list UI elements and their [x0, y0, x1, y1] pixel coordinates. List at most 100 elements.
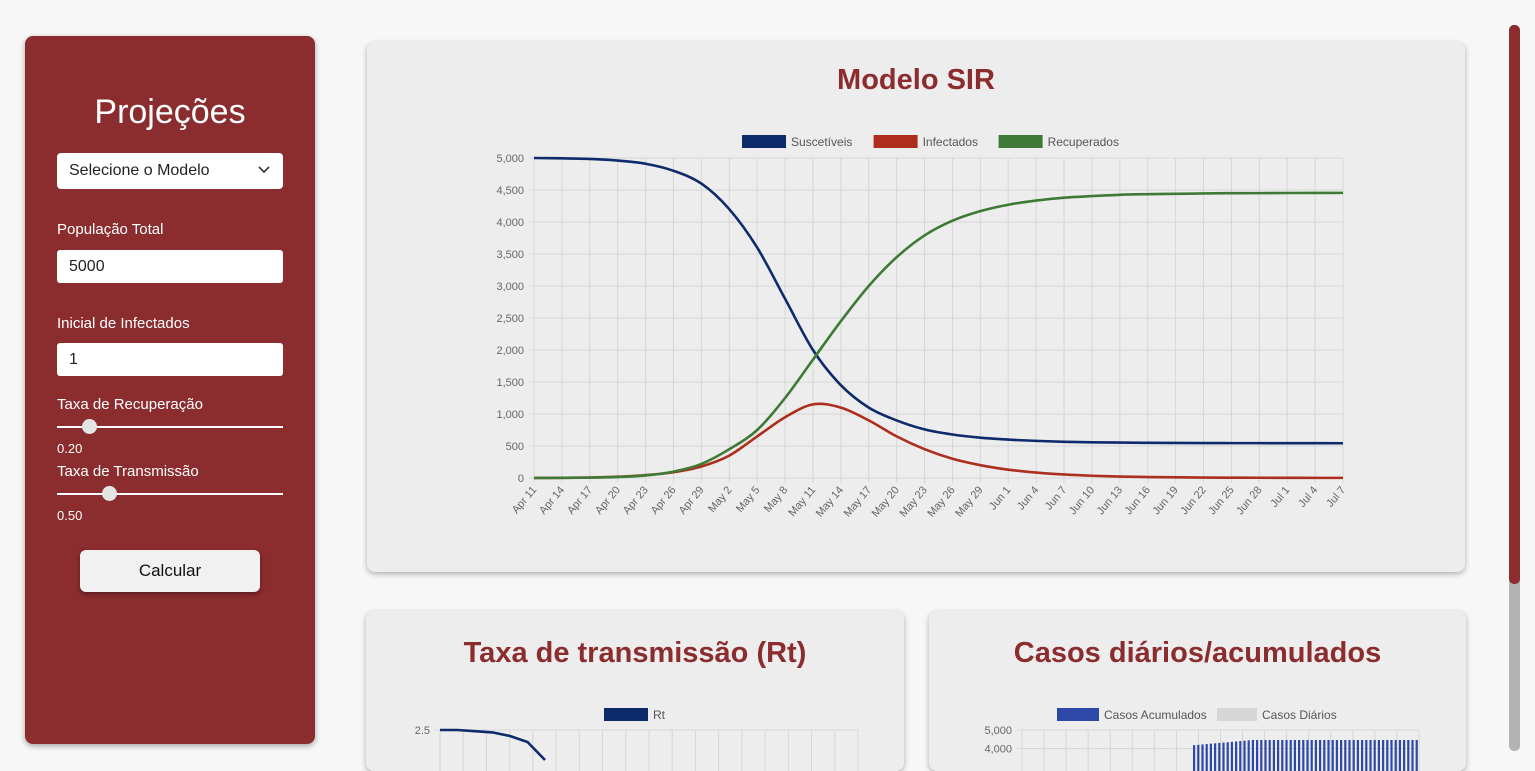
cases-bar: [1369, 739, 1372, 771]
sir-legend-1-swatch: [873, 135, 918, 148]
cases-bar: [1373, 739, 1376, 771]
cases-bar: [1314, 739, 1317, 771]
cases-bar: [1344, 739, 1347, 771]
sir-series-line-0: [533, 156, 1344, 445]
cases-chart: Casos Acumulados Casos Diários 5,000 4,000: [984, 708, 1420, 771]
scrollbar-thumb[interactable]: [1509, 25, 1520, 585]
cases-bar: [1340, 739, 1343, 771]
transmission-rate-slider[interactable]: [57, 486, 283, 502]
recovery-rate-value: 0.20: [57, 441, 83, 456]
cases-bar: [1247, 740, 1250, 771]
slider-thumb[interactable]: [101, 486, 117, 501]
sir-ytick: 3,000: [496, 281, 524, 293]
cases-legend-0-label: Casos Acumulados: [1104, 708, 1207, 722]
cases-bar: [1272, 739, 1275, 771]
rt-legend-swatch: [604, 708, 648, 721]
cases-chart-title: Casos diários/acumulados: [1013, 637, 1382, 669]
sir-xtick: Apr 11: [510, 484, 540, 516]
sir-xtick: Jun 13: [1095, 484, 1125, 517]
sir-xtick: May 26: [925, 484, 957, 519]
sir-xtick: May 5: [734, 484, 762, 515]
sir-xtick: Apr 29: [677, 484, 707, 517]
slider-track: [57, 426, 283, 428]
sir-ytick: 4,500: [496, 185, 524, 197]
rt-chart: Rt 2.5: [415, 708, 859, 771]
cases-bar: [1256, 739, 1259, 771]
initial-infected-input[interactable]: 1: [57, 343, 283, 376]
cases-bar: [1281, 739, 1284, 771]
sir-xtick: May 29: [953, 484, 985, 519]
sir-xtick: Jul 7: [1324, 484, 1348, 510]
sir-xtick: Jun 10: [1067, 484, 1097, 517]
sir-legend-0-swatch: [742, 135, 786, 148]
sir-xtick: Jul 4: [1296, 484, 1320, 510]
cases-bar: [1277, 739, 1280, 771]
cases-bar: [1222, 742, 1225, 771]
sir-xtick: Jun 1: [987, 484, 1013, 512]
cases-bar: [1411, 739, 1414, 771]
sidebar-title: Projeções: [94, 93, 246, 131]
sir-xtick: Apr 14: [537, 484, 567, 517]
population-label: População Total: [57, 221, 164, 238]
cases-bar: [1361, 739, 1364, 771]
cases-bar: [1239, 741, 1242, 771]
cases-bar: [1264, 739, 1267, 771]
cases-bar: [1319, 739, 1322, 771]
initial-infected-label: Inicial de Infectados: [57, 315, 190, 332]
transmission-rate-label: Taxa de Transmissão: [57, 463, 199, 480]
model-select[interactable]: Selecione o Modelo: [57, 153, 283, 189]
sir-chart-title: Modelo SIR: [837, 64, 995, 96]
rt-chart-card: Taxa de transmissão (Rt) Rt 2.5: [366, 611, 904, 771]
cases-bar: [1218, 742, 1221, 771]
sir-xtick: Jun 22: [1178, 484, 1208, 517]
sir-ytick: 2,000: [496, 345, 524, 357]
cases-bar: [1214, 743, 1217, 771]
cases-legend-1-label: Casos Diários: [1262, 708, 1337, 722]
population-input[interactable]: 5000: [57, 250, 283, 283]
cases-bar: [1243, 740, 1246, 771]
sir-xtick: Jun 4: [1015, 484, 1041, 512]
cases-bar: [1331, 739, 1334, 771]
cases-bar: [1386, 739, 1389, 771]
cases-bar: [1230, 741, 1233, 771]
cases-bar: [1302, 739, 1305, 771]
calculate-button[interactable]: Calcular: [80, 550, 260, 592]
cases-bar: [1407, 739, 1410, 771]
transmission-rate-value: 0.50: [57, 508, 83, 523]
chevron-down-icon: [258, 166, 270, 174]
sir-xtick: May 11: [786, 484, 818, 519]
sir-legend-2-label: Recuperados: [1048, 135, 1119, 149]
sir-xtick: May 14: [814, 484, 846, 519]
sir-ytick: 4,000: [496, 217, 524, 229]
cases-bar: [1251, 739, 1254, 771]
sir-ytick: 3,500: [496, 249, 524, 261]
cases-ytick: 4,000: [984, 744, 1012, 756]
sir-xtick: Jun 25: [1206, 484, 1236, 517]
recovery-rate-slider[interactable]: [57, 419, 283, 435]
sir-ytick: 2,500: [496, 313, 524, 325]
cases-chart-card: Casos diários/acumulados Casos Acumulado…: [929, 611, 1466, 771]
page-scrollbar[interactable]: [1509, 25, 1520, 751]
model-select-value: Selecione o Modelo: [69, 162, 210, 179]
cases-bar: [1390, 739, 1393, 771]
rt-legend-label: Rt: [653, 708, 666, 722]
cases-bar: [1197, 744, 1200, 771]
projections-sidebar: Projeções Selecione o Modelo População T…: [25, 36, 315, 744]
cases-bar: [1335, 739, 1338, 771]
cases-bar: [1352, 739, 1355, 771]
cases-bar: [1289, 739, 1292, 771]
sir-chart-card: Modelo SIR Suscetíveis Infectados Recupera…: [367, 42, 1465, 572]
sir-legend-1-label: Infectados: [923, 135, 978, 149]
sir-ytick: 1,500: [496, 377, 524, 389]
slider-thumb[interactable]: [81, 419, 97, 434]
cases-bar: [1268, 739, 1271, 771]
cases-bar: [1293, 739, 1296, 771]
recovery-rate-label: Taxa de Recuperação: [57, 396, 203, 413]
sir-xtick: Apr 17: [565, 484, 595, 517]
cases-bar: [1306, 739, 1309, 771]
cases-bar: [1285, 739, 1288, 771]
sir-series-line-1: [533, 402, 1344, 480]
cases-bar: [1327, 739, 1330, 771]
sir-xtick: Jun 16: [1123, 484, 1153, 517]
sir-series-line-2: [533, 191, 1344, 480]
